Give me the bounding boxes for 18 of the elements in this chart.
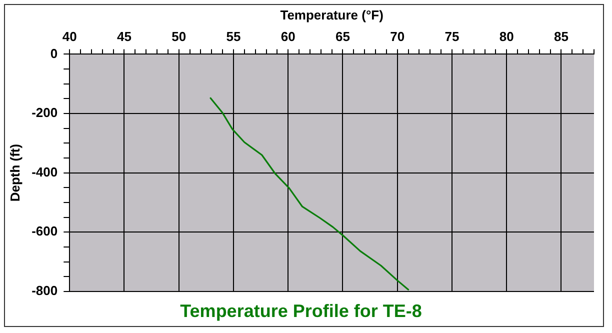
x-tick-label: 40 xyxy=(62,28,77,44)
x-tick-label: 75 xyxy=(444,28,460,44)
x-tick-label: 85 xyxy=(554,28,568,44)
y-tick-label: -400 xyxy=(32,164,58,180)
y-tick-label: -600 xyxy=(32,224,58,239)
x-tick-label: 80 xyxy=(499,28,514,44)
x-tick-label: 55 xyxy=(226,28,241,44)
x-tick-label: 50 xyxy=(172,28,186,44)
y-tick-label: 0 xyxy=(50,46,58,61)
y-tick-label: -200 xyxy=(32,105,58,120)
x-tick-label: 70 xyxy=(390,28,405,44)
x-tick-label: 60 xyxy=(280,28,296,44)
x-axis-title: Temperature (°F) xyxy=(280,7,384,22)
y-tick-label: -800 xyxy=(32,282,58,298)
x-tick-label: 65 xyxy=(336,28,350,44)
text: Temperature Profile for TE-8 xyxy=(180,301,422,322)
x-tick-label: 45 xyxy=(117,28,132,44)
y-axis-title: Depth (ft) xyxy=(7,144,22,202)
